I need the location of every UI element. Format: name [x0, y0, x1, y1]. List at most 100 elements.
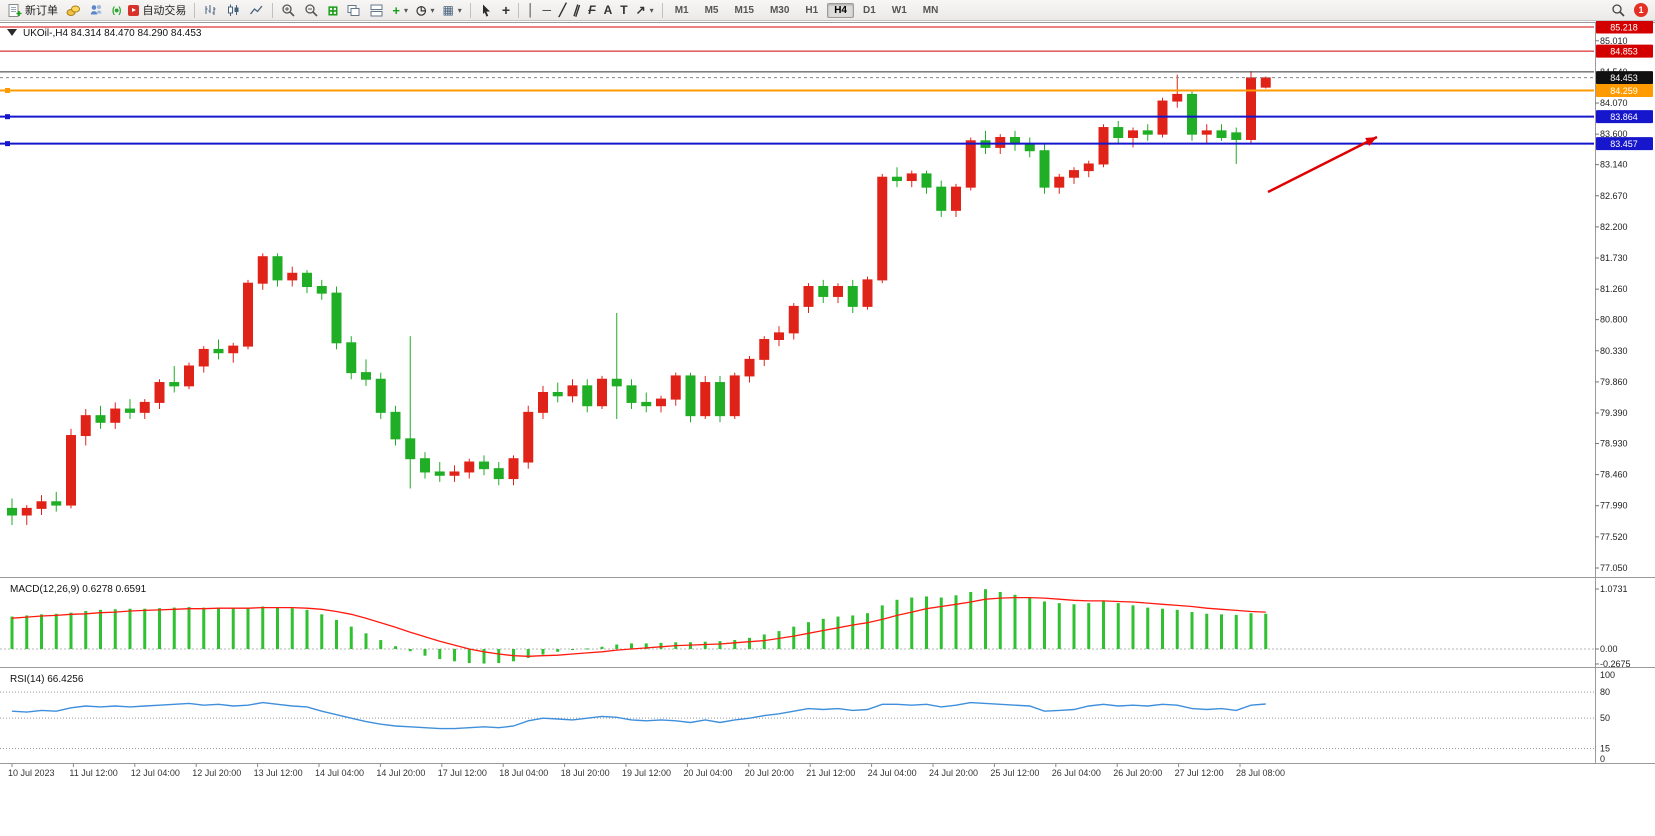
auto-trading-button[interactable]: 自动交易 — [124, 1, 190, 20]
trendline-icon: ╱ — [559, 3, 567, 17]
rsi-indicator-label: RSI(14) 66.4256 — [10, 674, 84, 685]
svg-text:82.670: 82.670 — [1600, 191, 1628, 201]
timeframe-h1-button[interactable]: H1 — [798, 3, 825, 18]
toolbar-separator — [469, 2, 471, 18]
svg-text:79.390: 79.390 — [1600, 408, 1628, 418]
svg-text:19 Jul 12:00: 19 Jul 12:00 — [622, 768, 671, 778]
svg-text:0: 0 — [1600, 754, 1605, 764]
svg-text:-0.2675: -0.2675 — [1600, 659, 1631, 669]
broadcast-button[interactable]: (●) — [108, 1, 124, 20]
candlestick-chart-button[interactable] — [222, 1, 245, 20]
text-label-tool-button[interactable]: T — [616, 1, 631, 20]
svg-text:18 Jul 20:00: 18 Jul 20:00 — [561, 768, 610, 778]
add-indicator-icon: + — [392, 2, 400, 18]
timeframe-m30-button[interactable]: M30 — [763, 3, 796, 18]
candles-layer — [7, 71, 1271, 525]
price-lines-layer[interactable] — [0, 26, 1594, 147]
template-button[interactable]: ▦ ▾ — [438, 1, 465, 20]
svg-text:27 Jul 12:00: 27 Jul 12:00 — [1175, 768, 1224, 778]
svg-text:79.860: 79.860 — [1600, 377, 1628, 387]
tile-horizontal-button[interactable] — [365, 1, 388, 20]
timeframe-mn-button[interactable]: MN — [916, 3, 946, 18]
svg-text:77.990: 77.990 — [1600, 501, 1628, 511]
bar-chart-icon — [205, 4, 216, 15]
clock-icon: ◷ — [415, 3, 427, 17]
toolbar-separator — [661, 2, 663, 18]
cursor-icon — [482, 4, 490, 17]
svg-text:84.853: 84.853 — [1610, 47, 1638, 57]
timeframe-w1-button[interactable]: W1 — [885, 3, 914, 18]
svg-text:24 Jul 20:00: 24 Jul 20:00 — [929, 768, 978, 778]
time-axis[interactable]: 10 Jul 2023 11 Jul 12:00 12 Jul 04:00 12 Ju… — [8, 763, 1285, 779]
channel-tool-button[interactable]: ∥ — [570, 1, 584, 20]
toolbar: 新订单 (●) 自动交易 — [0, 0, 1655, 21]
svg-text:12 Jul 20:00: 12 Jul 20:00 — [192, 768, 241, 778]
search-button[interactable] — [1607, 1, 1630, 20]
cascade-windows-button[interactable] — [342, 1, 365, 20]
svg-text:85.010: 85.010 — [1600, 36, 1628, 46]
svg-text:77.050: 77.050 — [1600, 563, 1628, 573]
svg-text:15: 15 — [1600, 743, 1610, 753]
new-order-icon — [8, 3, 22, 17]
vertical-line-tool-button[interactable]: │ — [523, 1, 539, 20]
cursor-tool-button[interactable] — [475, 1, 498, 20]
timeframe-m15-button[interactable]: M15 — [728, 3, 761, 18]
svg-text:0.00: 0.00 — [1600, 644, 1618, 654]
svg-text:81.260: 81.260 — [1600, 284, 1628, 294]
contacts-button[interactable] — [85, 1, 108, 20]
svg-text:80.330: 80.330 — [1600, 346, 1628, 356]
zoom-in-button[interactable] — [277, 1, 300, 20]
svg-text:84.259: 84.259 — [1610, 86, 1638, 96]
broadcast-icon: (●) — [112, 5, 121, 15]
svg-text:1.0731: 1.0731 — [1600, 584, 1628, 594]
timeframe-m5-button[interactable]: M5 — [698, 3, 726, 18]
users-icon — [90, 4, 102, 14]
svg-text:83.457: 83.457 — [1610, 139, 1638, 149]
svg-text:83.140: 83.140 — [1600, 160, 1628, 170]
rsi-panel: 100 80 50 150 — [0, 670, 1615, 764]
timeframe-d1-button[interactable]: D1 — [856, 3, 883, 18]
toolbar-separator — [518, 2, 519, 18]
toolbar-separator — [194, 2, 196, 18]
zoom-out-button[interactable] — [300, 1, 323, 20]
line-chart-button[interactable] — [245, 1, 268, 20]
crosshair-tool-button[interactable]: + — [498, 1, 514, 20]
horizontal-line-tool-button[interactable]: ─ — [539, 1, 556, 20]
chevron-down-icon: ▾ — [457, 5, 462, 15]
svg-text:26 Jul 04:00: 26 Jul 04:00 — [1052, 768, 1101, 778]
tile-horizontal-icon — [370, 4, 383, 16]
new-order-button[interactable]: 新订单 — [3, 1, 62, 20]
svg-text:100: 100 — [1600, 670, 1615, 680]
period-clock-button[interactable]: ◷ ▾ — [412, 1, 439, 20]
arrows-tool-button[interactable]: ↗ ▾ — [632, 1, 658, 20]
arrow-annotation[interactable] — [1267, 135, 1378, 194]
svg-text:18 Jul 04:00: 18 Jul 04:00 — [499, 768, 548, 778]
notification-badge[interactable]: 1 — [1634, 3, 1648, 17]
svg-text:78.460: 78.460 — [1600, 470, 1628, 480]
timeframe-m1-button[interactable]: M1 — [668, 3, 696, 18]
vertical-line-icon: │ — [527, 3, 535, 17]
chevron-down-icon: ▾ — [430, 5, 435, 15]
zoom-out-icon — [305, 3, 319, 17]
arrow-tool-icon: ↗ — [635, 3, 646, 17]
svg-text:77.520: 77.520 — [1600, 532, 1628, 542]
text-tool-button[interactable]: A — [600, 1, 617, 20]
auto-trading-icon — [128, 4, 140, 16]
add-indicator-button[interactable]: + ▾ — [388, 1, 412, 20]
tile-windows-button[interactable]: ⊞ — [323, 1, 342, 20]
line-chart-icon — [250, 5, 263, 14]
svg-text:20 Jul 20:00: 20 Jul 20:00 — [745, 768, 794, 778]
tile-windows-icon: ⊞ — [327, 2, 339, 18]
toolbar-separator — [272, 2, 274, 18]
svg-text:13 Jul 12:00: 13 Jul 12:00 — [254, 768, 303, 778]
panel-borders — [0, 22, 1655, 764]
bar-chart-button[interactable] — [199, 1, 222, 20]
quick-trade-arrow-icon[interactable] — [7, 29, 17, 36]
search-icon — [1612, 3, 1625, 17]
deposit-button[interactable] — [62, 1, 85, 20]
timeframe-h4-button[interactable]: H4 — [827, 2, 854, 18]
trendline-tool-button[interactable]: ╱ — [555, 1, 570, 20]
fibonacci-tool-button[interactable]: F — [584, 1, 599, 20]
